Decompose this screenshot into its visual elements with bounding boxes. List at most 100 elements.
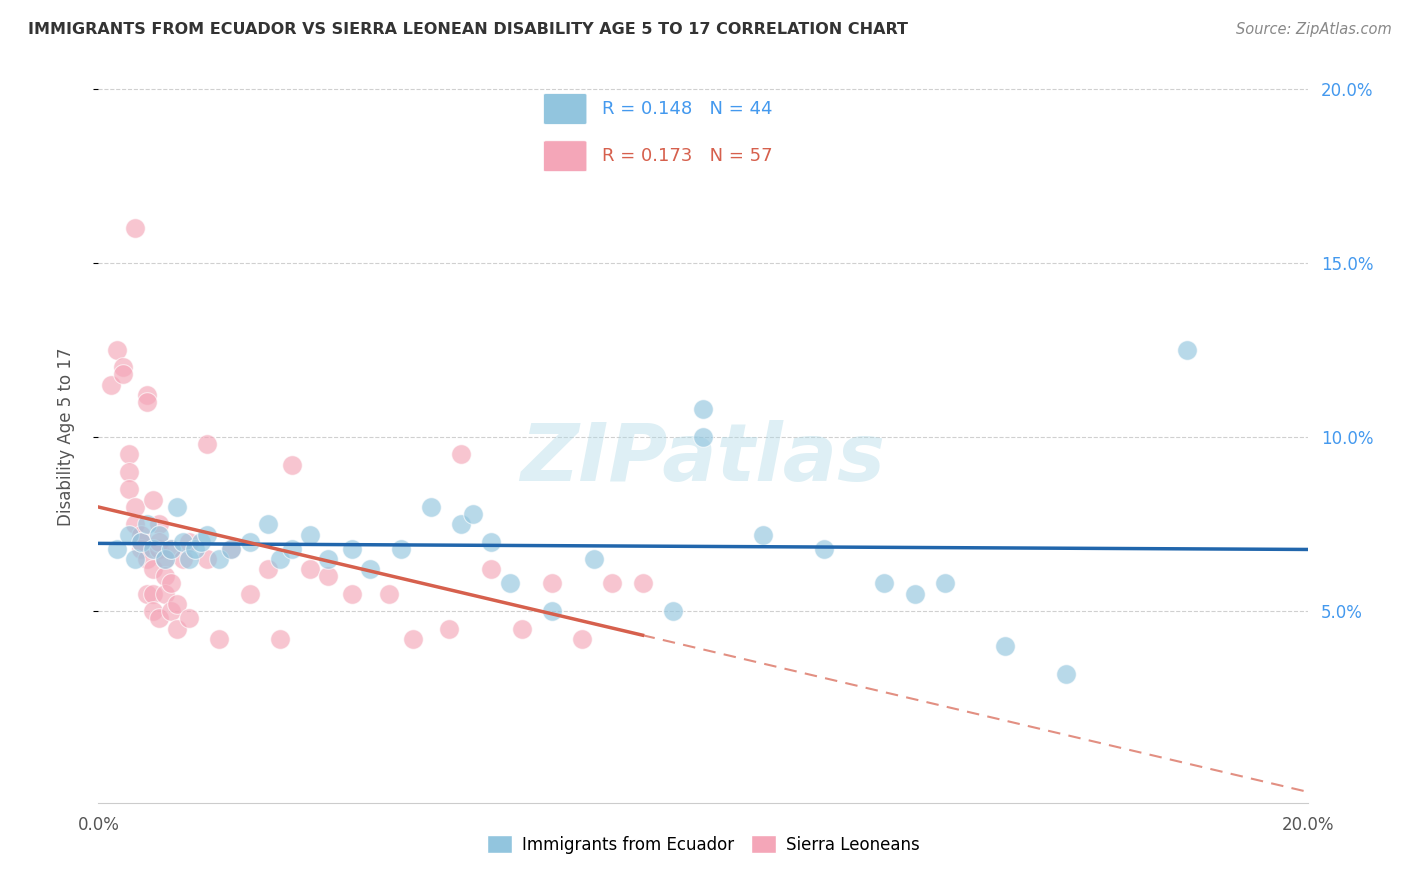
Point xyxy=(148,611,170,625)
Point xyxy=(540,604,562,618)
Text: R = 0.173   N = 57: R = 0.173 N = 57 xyxy=(602,147,773,165)
FancyBboxPatch shape xyxy=(544,94,586,124)
Point xyxy=(692,430,714,444)
Point xyxy=(342,587,364,601)
Point xyxy=(153,552,176,566)
Point xyxy=(752,527,775,541)
Point xyxy=(873,576,896,591)
Point xyxy=(571,632,593,646)
Point xyxy=(179,611,201,625)
Point xyxy=(129,534,152,549)
Point xyxy=(994,639,1017,653)
Point xyxy=(190,534,212,549)
Point xyxy=(118,527,141,541)
Point xyxy=(208,552,231,566)
Point xyxy=(118,448,141,462)
Point xyxy=(195,527,218,541)
Point xyxy=(481,562,503,576)
Point xyxy=(124,221,146,235)
Point xyxy=(813,541,835,556)
Point xyxy=(1054,667,1077,681)
Point xyxy=(583,552,606,566)
Point xyxy=(135,395,157,409)
Text: R = 0.148   N = 44: R = 0.148 N = 44 xyxy=(602,100,773,118)
Point xyxy=(420,500,443,514)
Point xyxy=(124,552,146,566)
Y-axis label: Disability Age 5 to 17: Disability Age 5 to 17 xyxy=(56,348,75,526)
Point xyxy=(148,534,170,549)
Point xyxy=(160,604,183,618)
Point xyxy=(166,622,188,636)
Point xyxy=(342,541,364,556)
Point xyxy=(179,552,201,566)
Point xyxy=(256,562,278,576)
Point xyxy=(124,517,146,532)
Point xyxy=(153,587,176,601)
Point xyxy=(135,388,157,402)
Point xyxy=(299,562,322,576)
Point xyxy=(172,534,194,549)
Point xyxy=(184,541,207,556)
Point xyxy=(172,552,194,566)
Point xyxy=(142,562,165,576)
Point xyxy=(540,576,562,591)
Point xyxy=(160,576,183,591)
Point xyxy=(281,541,304,556)
Point xyxy=(153,569,176,583)
Point xyxy=(179,534,201,549)
Text: ZIPatlas: ZIPatlas xyxy=(520,420,886,498)
Point xyxy=(148,527,170,541)
Point xyxy=(360,562,382,576)
Point xyxy=(316,569,339,583)
Point xyxy=(692,402,714,417)
Point xyxy=(148,541,170,556)
Point xyxy=(239,534,262,549)
Point xyxy=(463,507,485,521)
Point xyxy=(129,541,152,556)
Point xyxy=(142,587,165,601)
Point xyxy=(111,368,134,382)
Point xyxy=(142,604,165,618)
Point xyxy=(195,552,218,566)
Point xyxy=(221,541,243,556)
Point xyxy=(269,632,291,646)
Point xyxy=(299,527,322,541)
Point xyxy=(1175,343,1198,357)
Point xyxy=(111,360,134,375)
Point xyxy=(661,604,683,618)
Legend: Immigrants from Ecuador, Sierra Leoneans: Immigrants from Ecuador, Sierra Leoneans xyxy=(479,829,927,860)
Point xyxy=(481,534,503,549)
Point xyxy=(142,541,165,556)
Point xyxy=(153,552,176,566)
Point xyxy=(377,587,399,601)
Point xyxy=(389,541,412,556)
Point xyxy=(135,552,157,566)
Point xyxy=(208,632,231,646)
Point xyxy=(105,343,128,357)
Point xyxy=(124,500,146,514)
Point xyxy=(166,500,188,514)
Point xyxy=(450,448,472,462)
Text: Source: ZipAtlas.com: Source: ZipAtlas.com xyxy=(1236,22,1392,37)
Point xyxy=(256,517,278,532)
Point xyxy=(166,597,188,611)
Point xyxy=(100,377,122,392)
Point xyxy=(450,517,472,532)
Point xyxy=(105,541,128,556)
Point xyxy=(934,576,956,591)
Point xyxy=(402,632,425,646)
Point xyxy=(195,437,218,451)
Point xyxy=(129,534,152,549)
Point xyxy=(269,552,291,566)
Point xyxy=(904,587,927,601)
Point xyxy=(118,483,141,497)
Point xyxy=(135,517,157,532)
Point xyxy=(281,458,304,472)
Point xyxy=(135,587,157,601)
Point xyxy=(602,576,624,591)
Point xyxy=(118,465,141,479)
Point xyxy=(316,552,339,566)
Point xyxy=(510,622,533,636)
Point xyxy=(498,576,520,591)
Point xyxy=(148,517,170,532)
